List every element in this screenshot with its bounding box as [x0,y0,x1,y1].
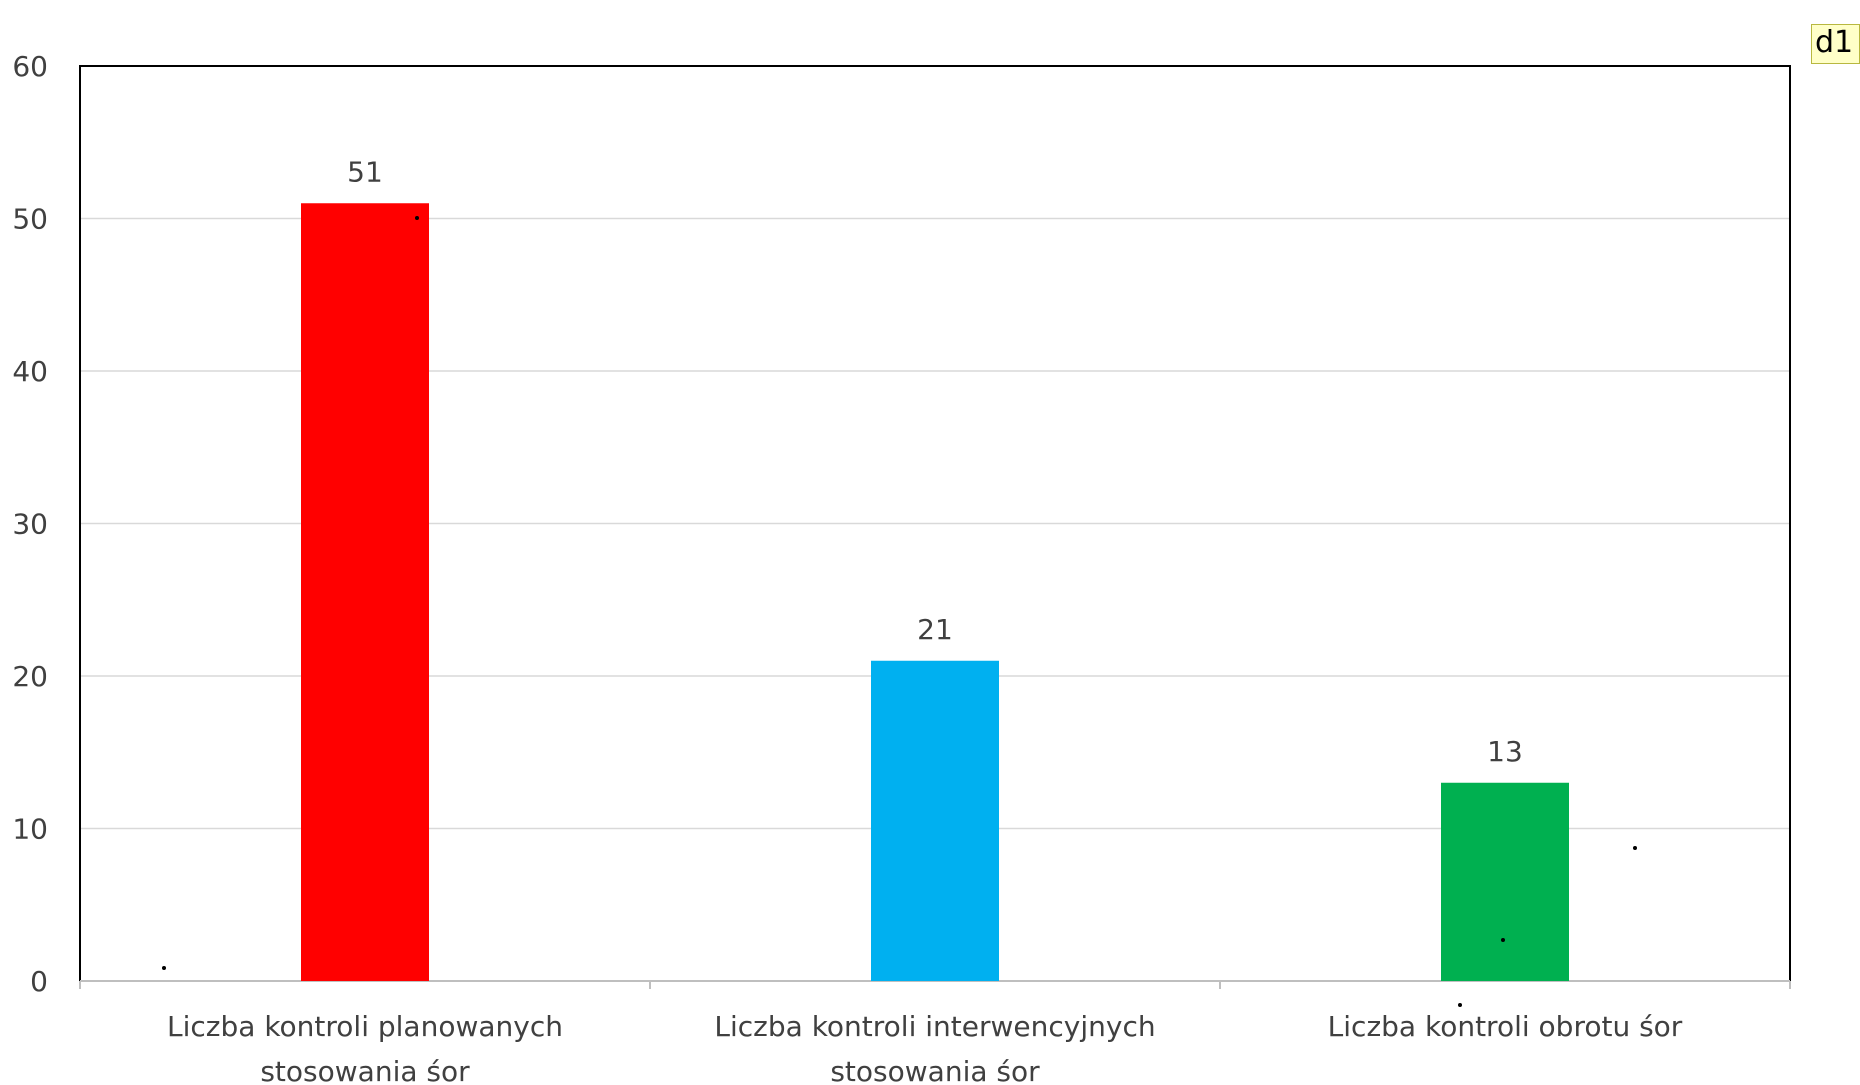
bars [301,203,1569,981]
y-tick-label: 40 [12,355,48,388]
bar [301,203,429,981]
speck [162,966,166,970]
labels: 0 10 20 30 40 50 60 51 Liczba kontroli planowany… [12,50,1682,1085]
category-label: stosowania śor [830,1055,1040,1085]
bar [871,660,999,981]
speck [1633,846,1637,850]
specks [162,216,1637,1007]
y-tick-label: 20 [12,660,48,693]
bar [1441,782,1569,981]
corner-badge: d1 [1811,24,1860,64]
speck [1458,1003,1462,1007]
y-tick-label: 60 [12,50,48,83]
data-label: 13 [1487,735,1523,768]
speck [1501,938,1505,942]
category-label: stosowania śor [260,1055,470,1085]
y-tick-label: 0 [30,965,48,998]
category-label: Liczba kontroli interwencyjnych [714,1010,1155,1043]
data-label: 51 [347,155,383,188]
category-label: Liczba kontroli obrotu śor [1328,1010,1683,1043]
y-tick-label: 30 [12,508,48,541]
speck [415,216,419,220]
data-label: 21 [917,613,953,646]
category-label: Liczba kontroli planowanych [167,1010,563,1043]
y-tick-label: 10 [12,813,48,846]
y-tick-label: 50 [12,203,48,236]
